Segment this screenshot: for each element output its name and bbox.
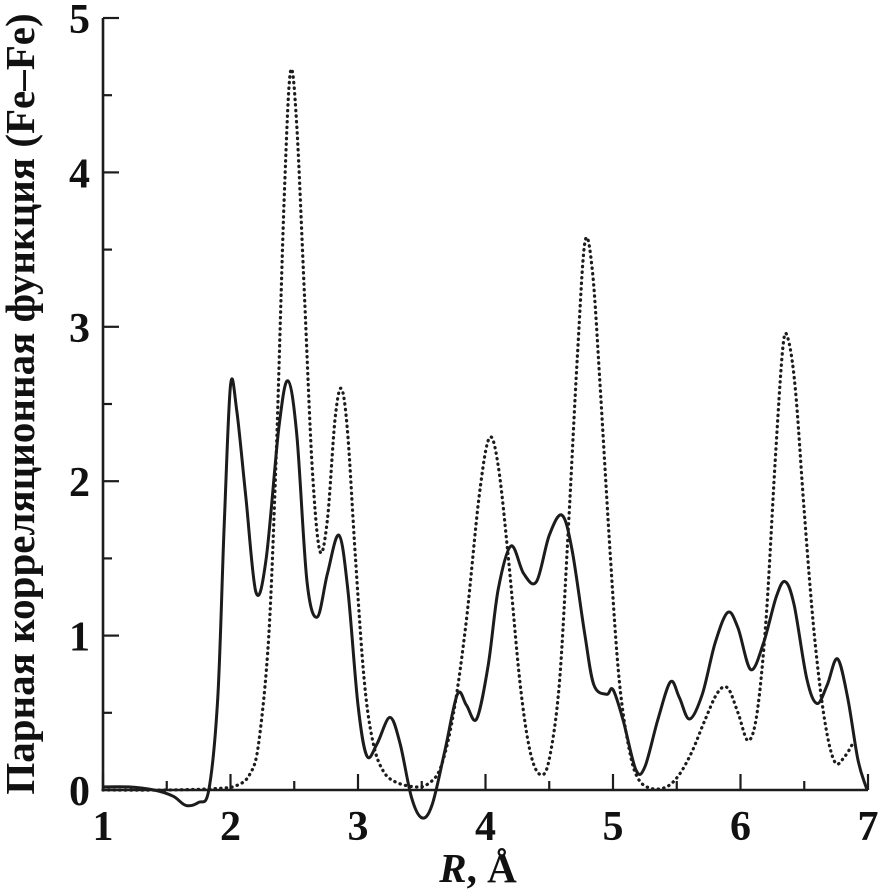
y-tick-label: 3 [69, 306, 90, 352]
y-tick-label: 4 [69, 151, 90, 197]
x-tick-label: 4 [475, 804, 496, 850]
y-tick-label: 0 [69, 769, 90, 815]
y-tick-label: 2 [69, 460, 90, 506]
x-tick-label: 6 [730, 804, 751, 850]
solid-curve [102, 377, 870, 820]
y-axis-label: Парная корреляционная функция (Fe–Fe) [0, 13, 43, 794]
y-tick-label: 1 [69, 615, 90, 661]
x-tick-label: 2 [220, 804, 241, 850]
x-axis-label-symbol: R [438, 845, 466, 891]
x-tick-label: 3 [348, 804, 369, 850]
axis-ticks [101, 16, 870, 792]
x-tick-label: 7 [858, 804, 879, 850]
x-axis-label: R, Å [438, 845, 517, 891]
dotted-curve [101, 67, 855, 792]
y-tick-label: 5 [69, 0, 90, 43]
x-tick-label: 5 [603, 804, 624, 850]
x-axis-label-unit: , Å [467, 845, 518, 891]
x-tick-label: 1 [93, 804, 114, 850]
